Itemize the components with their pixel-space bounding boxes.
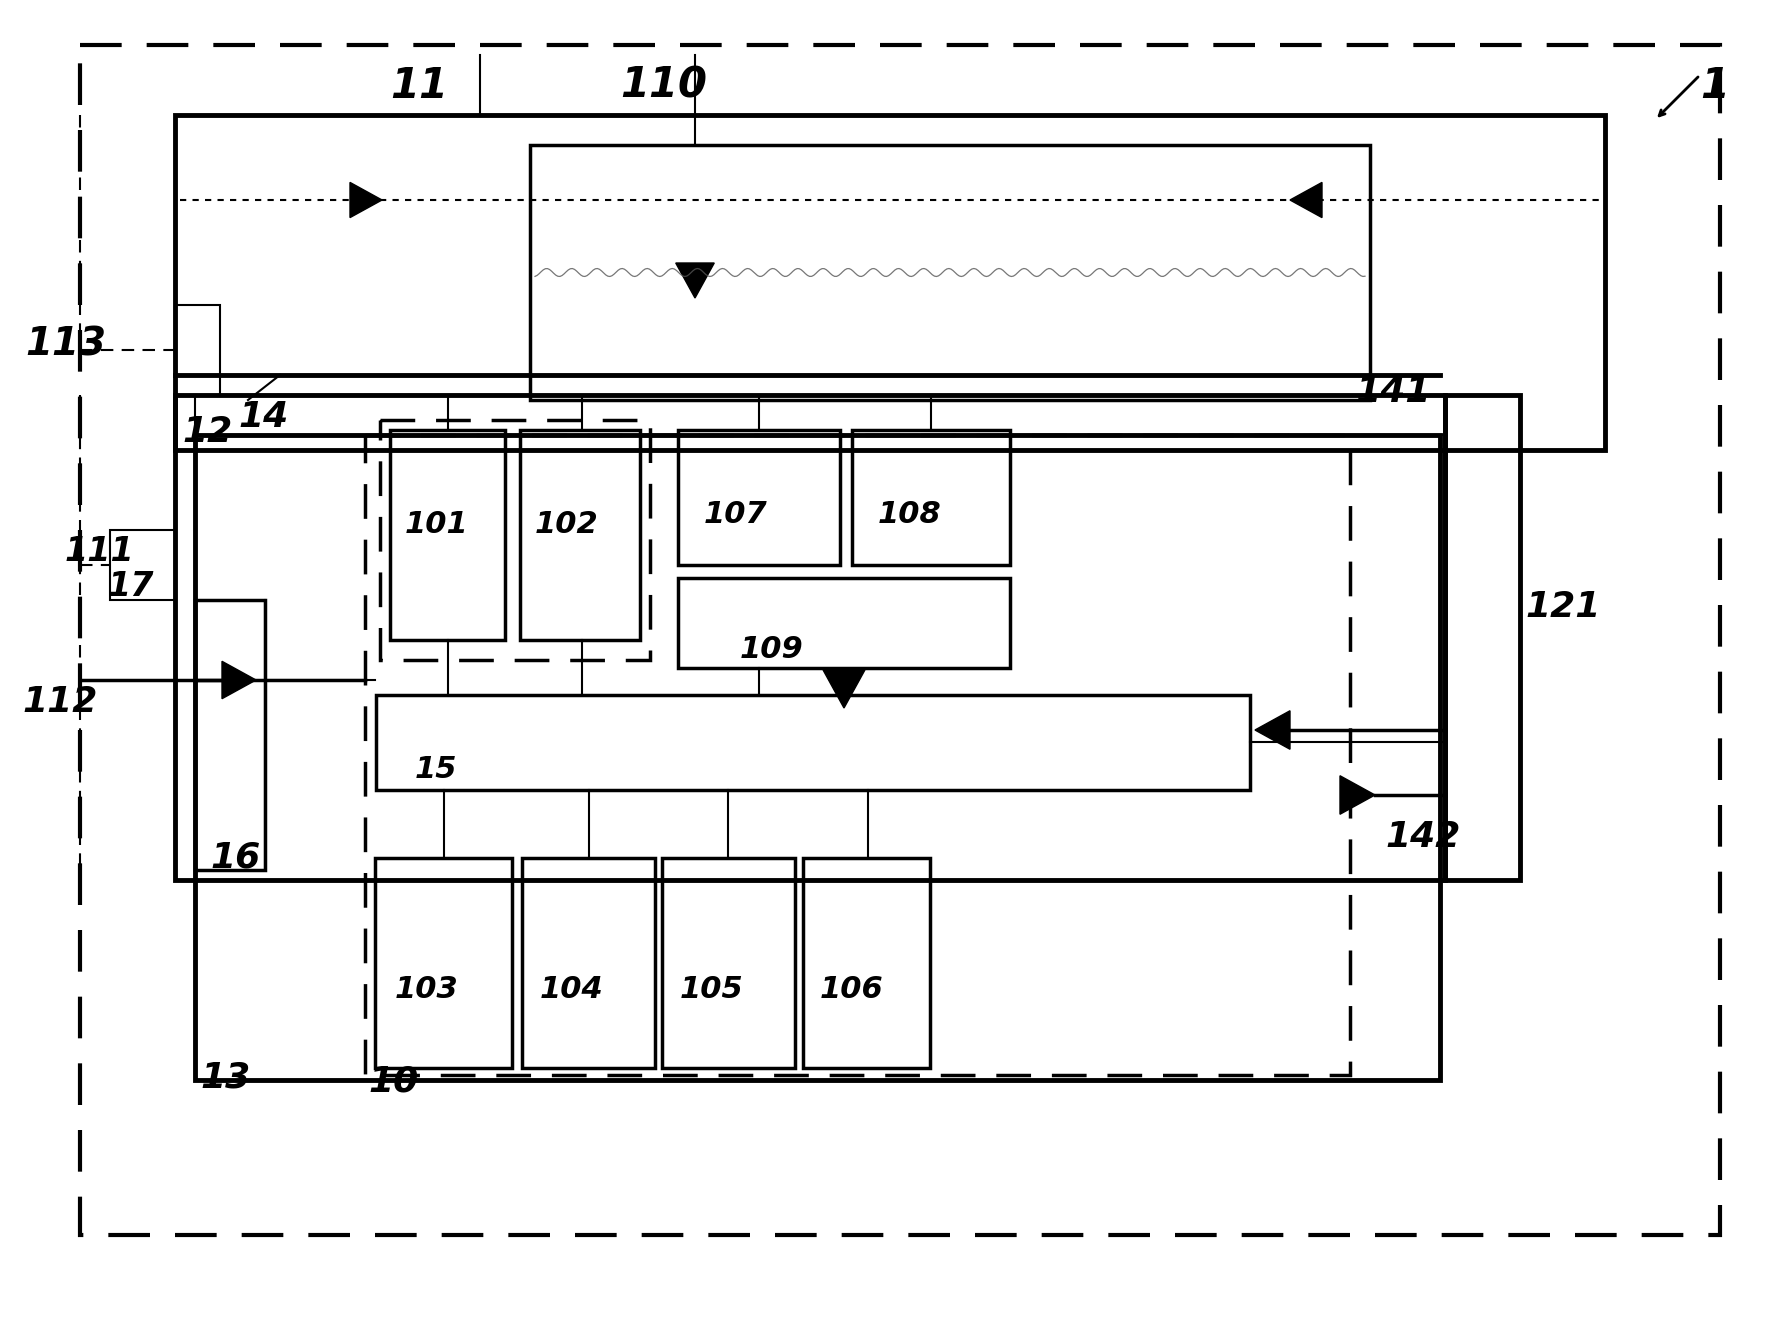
Text: 102: 102 [536,510,598,539]
Bar [803,857,929,1068]
Polygon shape [351,182,383,218]
Text: 1: 1 [1700,65,1728,107]
Bar [530,145,1371,400]
Text: 103: 103 [395,975,459,1004]
Text: 107: 107 [705,500,767,529]
Text: 113: 113 [25,324,107,363]
Bar [365,435,1349,1075]
Bar [853,430,1009,565]
Text: 111: 111 [66,536,135,568]
Bar [376,695,1250,790]
Bar [678,430,840,565]
Bar [174,394,1445,880]
Bar [379,419,650,660]
Bar [390,430,506,640]
Text: 112: 112 [21,685,98,719]
Bar [522,857,655,1068]
Bar [1445,394,1520,880]
Text: 105: 105 [680,975,744,1004]
Polygon shape [822,670,865,708]
Text: 11: 11 [390,65,449,107]
Polygon shape [676,262,714,298]
Bar [376,857,513,1068]
Text: 141: 141 [1355,375,1431,409]
Polygon shape [222,661,256,699]
Text: 121: 121 [1525,590,1600,624]
Bar [662,857,796,1068]
Bar [174,305,221,394]
Text: 12: 12 [182,415,231,448]
Text: 108: 108 [878,500,942,529]
Polygon shape [1340,776,1374,814]
Text: 15: 15 [415,754,457,783]
Text: 142: 142 [1385,820,1460,853]
Text: 16: 16 [210,840,260,874]
Polygon shape [1290,182,1323,218]
Polygon shape [1255,711,1290,749]
Text: 109: 109 [740,634,805,663]
Text: 106: 106 [821,975,883,1004]
Text: 10: 10 [368,1064,418,1099]
Bar [196,600,265,871]
Text: 104: 104 [539,975,603,1004]
Text: 17: 17 [109,570,155,603]
Text: 14: 14 [239,400,288,434]
Bar [110,530,174,600]
Text: 13: 13 [199,1060,251,1093]
Bar [174,115,1606,450]
Bar [678,578,1009,667]
Bar [196,435,1440,1080]
Text: 110: 110 [619,65,707,107]
Bar [520,430,641,640]
Text: 101: 101 [406,510,468,539]
